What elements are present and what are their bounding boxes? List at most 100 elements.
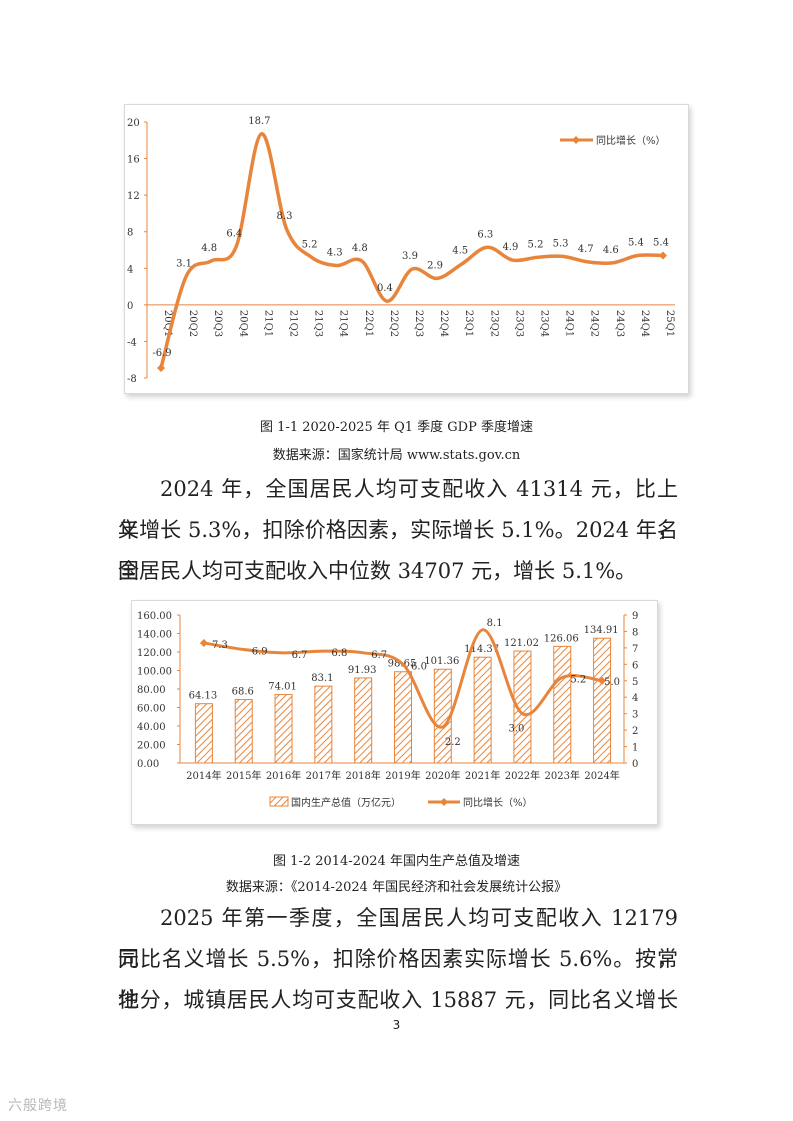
y-tick-label: 16 — [127, 155, 140, 166]
x-tick-label: 2015年 — [226, 769, 261, 782]
figure-1-caption: 图 1-1 2020-2025 年 Q1 季度 GDP 季度增速 — [260, 420, 533, 435]
data-label: 4.5 — [452, 246, 468, 257]
data-label: 4.9 — [502, 242, 518, 253]
bar — [274, 694, 293, 764]
x-tick-label: 2020年 — [425, 769, 460, 782]
y-right-tick-label: 1 — [632, 743, 638, 754]
y-left-tick-label: 120.00 — [137, 648, 172, 659]
legend-label: 同比增长（%） — [596, 134, 666, 147]
data-point-marker — [199, 638, 208, 647]
y-tick-label: -8 — [127, 374, 137, 385]
data-label: 2.9 — [427, 260, 443, 271]
legend: 同比增长（%） — [560, 134, 666, 147]
data-labels: -6.9 3.1 4.8 6.4 18.7 8.3 5.2 4.3 4.8 0.4 3.9 2.9 4.… — [152, 116, 669, 359]
x-tick-label: 23Q4 — [539, 310, 550, 337]
paragraph-line: 2025 年第一季度，全国居民人均可支配收入 12179 元， — [118, 906, 678, 971]
x-tick-label: 20Q4 — [237, 310, 248, 337]
x-tick-label: 21Q1 — [262, 310, 273, 337]
y-right-tick-label: 7 — [632, 644, 638, 655]
bar — [234, 699, 253, 764]
x-tick-label: 2023年 — [545, 769, 580, 782]
legend-label: 同比增长（%） — [463, 796, 533, 809]
x-tick-label: 2017年 — [306, 769, 341, 782]
bar-value-label: 126.06 — [544, 633, 579, 644]
data-label: 6.4 — [226, 228, 242, 239]
bar-value-label: 64.13 — [189, 691, 218, 702]
y-left-tick-label: 80.00 — [137, 685, 166, 696]
bar-value-label: 101.36 — [424, 656, 459, 667]
y-axis-left: 160.00 140.00 120.00 100.00 80.00 60.00 40.00 2… — [137, 611, 181, 770]
paragraph-line: 义增长 5.3%，扣除价格因素，实际增长 5.1%。2024 年，全 — [118, 518, 678, 583]
x-tick-label: 23Q1 — [463, 310, 474, 337]
x-tick-labels: 2014年 2015年 2016年 2017年 2018年 2019年 2020年 2021年… — [186, 769, 620, 782]
data-label: -6.9 — [152, 348, 171, 359]
figure-2-source: 数据来源：《2014-2024 年国民经济和社会发展统计公报》 — [225, 880, 568, 895]
bar — [394, 671, 412, 764]
x-tick-label: 23Q3 — [513, 310, 524, 337]
chart-quarterly-gdp-growth: 20 16 12 8 4 0 -4 -8 20Q1 20Q2 20Q3 20Q4 21Q1 21Q2 21Q… — [124, 104, 689, 394]
paragraph-income-2025q1: 2025 年第一季度，全国居民人均可支配收入 12179 元， 同比名义增长 5… — [118, 898, 678, 1021]
x-tick-label: 21Q3 — [313, 310, 324, 337]
legend-marker — [440, 798, 448, 806]
x-tick-label: 25Q1 — [664, 310, 675, 337]
legend-label: 国内生产总值（万亿元） — [291, 796, 401, 809]
data-label: 5.4 — [628, 237, 644, 248]
data-label: 4.8 — [201, 243, 217, 254]
series-line-growth — [159, 132, 664, 369]
x-tick-label: 24Q3 — [614, 310, 625, 337]
x-tick-label: 2024年 — [584, 769, 619, 782]
data-label: 4.6 — [603, 245, 619, 256]
line-value-label: 6.7 — [371, 650, 387, 661]
y-left-tick-label: 0.00 — [137, 759, 159, 770]
x-tick-label: 20Q1 — [162, 310, 173, 337]
y-axis: 20 16 12 8 4 0 -4 -8 — [127, 118, 148, 385]
y-left-tick-label: 140.00 — [137, 630, 172, 641]
x-tick-label: 24Q4 — [639, 310, 650, 337]
line-value-label: 7.3 — [212, 640, 228, 651]
figure-2-caption: 图 1-2 2014-2024 年国内生产总值及增速 — [273, 854, 520, 869]
data-label: 8.3 — [277, 211, 293, 222]
line-labels: 7.3 6.9 6.7 6.8 6.7 6.0 2.2 8.1 3.0 5.2 5.0 — [212, 618, 620, 748]
bar — [553, 645, 572, 764]
y-right-tick-label: 8 — [632, 627, 638, 638]
data-label: 5.2 — [302, 239, 318, 250]
data-point-marker — [598, 676, 607, 685]
data-point-marker — [659, 251, 667, 260]
data-label: 5.4 — [653, 237, 669, 248]
legend: 国内生产总值（万亿元） 同比增长（%） — [269, 796, 533, 809]
x-tick-label: 22Q1 — [363, 310, 374, 337]
data-point-marker — [157, 363, 165, 372]
bar — [354, 677, 373, 764]
paragraph-income-2024: 2024 年，全国居民人均可支配收入 41314 元，比上年名 义增长 5.3%… — [118, 469, 678, 592]
data-label: 5.2 — [528, 239, 544, 250]
data-label: 6.3 — [477, 229, 493, 240]
x-tick-label: 20Q2 — [187, 310, 198, 337]
y-left-tick-label: 20.00 — [137, 741, 166, 752]
paragraph-line: 同比名义增长 5.5%，扣除价格因素实际增长 5.6%。按常住 — [118, 947, 678, 1012]
watermark-logo: 六般跨境 — [8, 1098, 68, 1114]
x-tick-label: 23Q2 — [488, 310, 499, 337]
bar-value-label: 83.1 — [311, 673, 333, 684]
bar-series — [194, 637, 612, 764]
x-tick-label: 2018年 — [345, 769, 380, 782]
data-label: 5.3 — [553, 238, 569, 249]
line-value-label: 5.2 — [570, 674, 586, 685]
data-label: 4.3 — [327, 248, 343, 259]
x-tick-labels: 20Q1 20Q2 20Q3 20Q4 21Q1 21Q2 21Q3 21Q4 22Q1 22Q2… — [162, 310, 675, 337]
y-right-tick-label: 0 — [632, 759, 638, 770]
y-left-tick-label: 60.00 — [137, 704, 166, 715]
y-tick-label: 0 — [127, 301, 133, 312]
figure-1-source: 数据来源：国家统计局 www.stats.gov.cn — [272, 448, 521, 463]
y-right-tick-label: 9 — [632, 611, 638, 622]
x-tick-label: 21Q2 — [288, 310, 299, 337]
line-value-label: 3.0 — [509, 724, 525, 735]
line-value-label: 6.9 — [252, 647, 268, 658]
y-left-tick-label: 100.00 — [137, 667, 172, 678]
page-number: 3 — [392, 1018, 401, 1032]
x-tick-label: 2021年 — [465, 769, 500, 782]
x-tick-label: 21Q4 — [338, 310, 349, 337]
data-label: 4.8 — [352, 243, 368, 254]
x-tick-label: 2019年 — [385, 769, 420, 782]
bar-value-label: 91.93 — [348, 665, 377, 676]
bar-value-label: 68.6 — [232, 687, 254, 698]
